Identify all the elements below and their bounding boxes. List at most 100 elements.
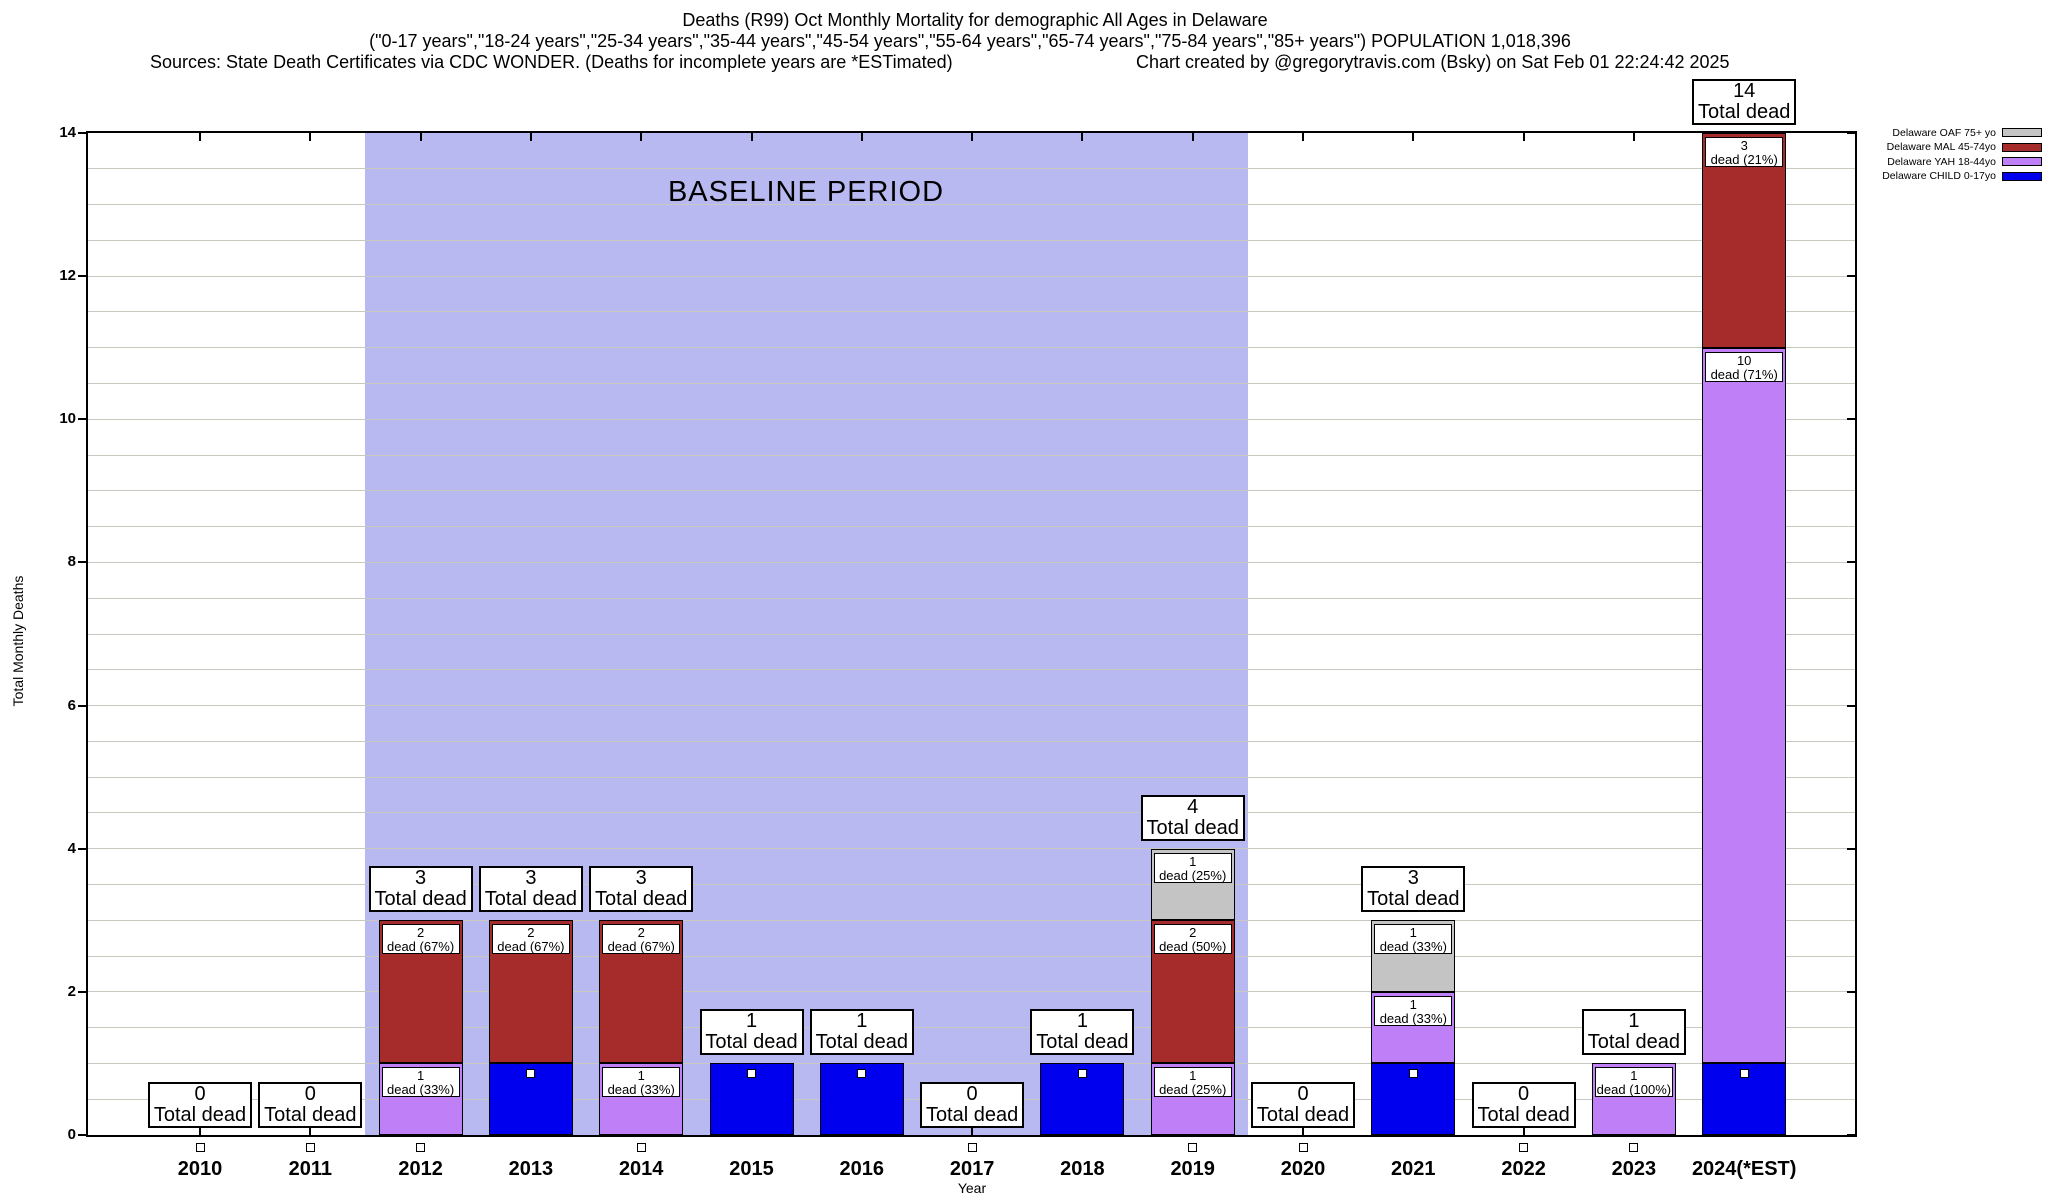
bar-segment [1702,133,1787,348]
legend-swatch [2002,142,2042,152]
gridline [88,418,1855,420]
segment-label: 1 dead (100%) [1594,1067,1673,1098]
y-tick-label: 4 [67,839,76,857]
gridline [88,526,1855,528]
total-label: 3 Total dead [589,866,694,913]
gridline [88,919,1855,921]
total-label-tick [309,1126,312,1135]
y-tick-label: 14 [59,124,76,141]
total-label: 4 Total dead [1140,794,1245,841]
y-tick-right [1847,847,1855,850]
y-tick [78,847,86,850]
gridline [88,275,1855,277]
y-tick-right [1847,418,1855,421]
x-tick-top [971,133,974,141]
gridline [88,204,1855,206]
y-tick [78,418,86,421]
year-tick-label: 2019 [1170,1158,1215,1180]
year-tick-label: 2018 [1060,1158,1105,1180]
legend-label: Delaware MAL 45-74yo [1886,141,1996,153]
legend-item: Delaware CHILD 0-17yo [1830,170,2042,183]
year-tick-label: 2021 [1391,1158,1436,1180]
gridline [88,884,1855,885]
child-marker [857,1068,867,1078]
y-tick-right [1847,132,1855,134]
total-label: 0 Total dead [148,1082,252,1128]
legend-label: Delaware OAF 75+ yo [1892,126,1996,139]
y-tick-right [1847,561,1855,564]
child-marker [526,1068,536,1078]
legend-swatch [2002,128,2042,137]
y-tick-right [1847,275,1855,278]
gridline [88,239,1855,241]
total-label: 0 Total dead [1471,1082,1576,1128]
total-label-tick [1302,1126,1304,1135]
x-tick-top [750,133,753,141]
x-tick-top [1522,133,1525,141]
segment-label: 2 dead (67%) [602,924,681,955]
y-tick [78,1134,86,1136]
legend-label: Delaware YAH 18-44yo [1887,155,1996,168]
year-tick-label: 2011 [288,1158,332,1180]
x-tick-top [640,133,643,141]
chart-title-line2: ("0-17 years","18-24 years","25-34 years… [369,31,1571,51]
x-tick-top [1081,133,1084,141]
year-tick-label: 2022 [1501,1158,1546,1180]
year-tick-label: 2010 [177,1158,223,1180]
chart-sources-note: Sources: State Death Certificates via CD… [150,52,953,72]
child-marker [416,1142,426,1152]
gridline [88,597,1855,599]
y-tick-label: 0 [67,1126,76,1143]
gridline [88,1027,1855,1029]
child-marker [967,1142,977,1152]
total-label: 1 Total dead [809,1009,914,1056]
segment-label: 1 dead (25%) [1153,852,1232,883]
gridline [88,383,1855,384]
total-label: 1 Total dead [699,1009,804,1056]
total-label: 3 Total dead [478,866,583,913]
child-marker [747,1068,756,1078]
child-marker [1519,1142,1529,1152]
legend-item: Delaware MAL 45-74yo [1830,141,2042,154]
gridline [88,347,1855,349]
y-tick-right [1847,990,1855,993]
gridline [88,561,1855,563]
total-label: 14 Total dead [1692,79,1797,125]
segment-label: 1 dead (33%) [602,1067,681,1098]
total-label: 3 Total dead [1361,866,1466,913]
y-tick [78,704,86,707]
total-label-tick [199,1126,201,1135]
gridline [88,955,1855,957]
x-tick-top [1632,133,1635,141]
bar-segment [1702,347,1787,1064]
segment-label: 1 dead (33%) [1374,924,1453,955]
year-tick-label: 2013 [508,1158,554,1180]
plot-frame [86,131,1857,1137]
gridline [88,311,1855,313]
segment-label: 3 dead (21%) [1705,137,1784,167]
x-tick-top [199,133,201,141]
gridline [88,168,1855,170]
gridline [88,669,1855,671]
child-marker [636,1142,646,1152]
total-label: 0 Total dead [920,1082,1025,1128]
year-tick-label: 2012 [398,1158,443,1180]
gridline [88,705,1855,707]
year-tick-label: 2016 [839,1158,885,1180]
gridline [88,776,1855,778]
child-marker [305,1142,315,1152]
baseline-period-label: BASELINE PERIOD [667,176,945,208]
year-tick-label: 2014 [618,1158,664,1180]
legend-item: Delaware OAF 75+ yo [1830,126,2042,139]
gridline [88,991,1855,993]
gridline [88,812,1855,814]
x-tick-top [309,133,312,141]
year-tick-label: 2015 [729,1158,774,1180]
y-tick [78,990,86,993]
segment-label: 2 dead (67%) [491,924,570,955]
chart-title-line1: Deaths (R99) Oct Monthly Mortality for d… [682,10,1268,30]
legend-swatch [2002,171,2042,181]
y-tick [78,561,86,564]
gridline [88,633,1855,635]
